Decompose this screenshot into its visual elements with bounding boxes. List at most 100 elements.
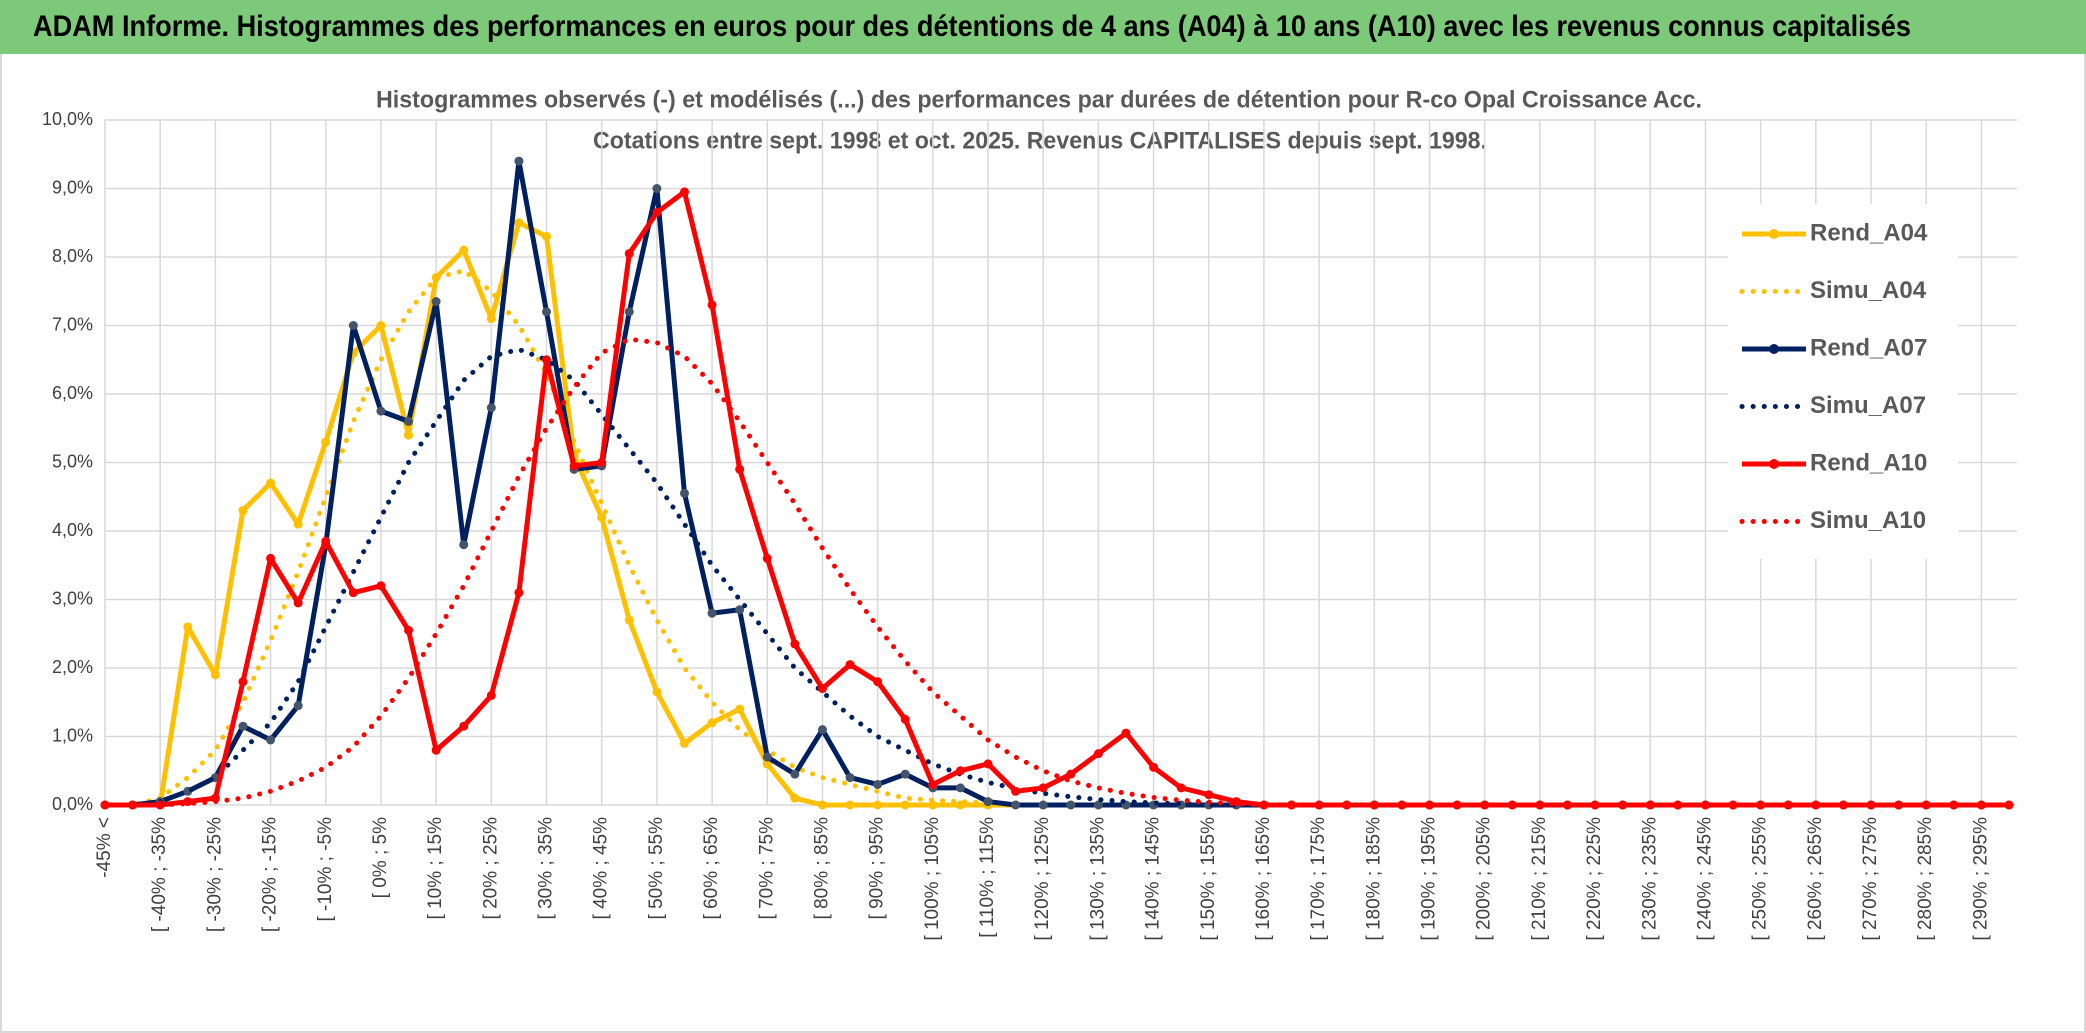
series-marker — [321, 437, 331, 447]
x-tick-label: [ -40% ; -35% — [149, 817, 170, 932]
y-tick-label: 10,0% — [42, 109, 93, 129]
series-marker — [542, 355, 552, 365]
series-marker — [459, 721, 469, 731]
series-marker — [762, 752, 772, 762]
y-tick-label: 0,0% — [52, 794, 93, 814]
series-marker — [624, 249, 634, 259]
series-marker — [266, 735, 276, 745]
series-marker — [790, 769, 800, 779]
y-tick-label: 1,0% — [52, 725, 93, 745]
x-tick-label: [ 240% ; 245% — [1694, 817, 1715, 941]
x-tick-label: [ 40% ; 45% — [591, 817, 612, 920]
x-tick-label: [ 70% ; 75% — [756, 817, 777, 920]
series-marker — [1093, 749, 1103, 759]
series-marker — [983, 759, 993, 769]
series-marker — [238, 505, 248, 515]
y-tick-label: 5,0% — [52, 451, 93, 471]
series-marker — [431, 297, 441, 307]
legend-label: Simu_A07 — [1810, 392, 1926, 419]
series-marker — [1011, 786, 1021, 796]
y-tick-label: 2,0% — [52, 657, 93, 677]
series-marker — [1121, 728, 1131, 738]
series-marker — [1976, 800, 1986, 810]
series-marker — [679, 738, 689, 748]
header-bar — [0, 0, 2086, 54]
series-marker — [845, 773, 855, 783]
series-marker — [293, 519, 303, 529]
x-tick-label: [ 80% ; 85% — [811, 817, 832, 920]
series-marker — [679, 187, 689, 197]
series-marker — [735, 704, 745, 714]
y-tick-label: 6,0% — [52, 383, 93, 403]
series-marker — [955, 766, 965, 776]
x-tick-label: [ 280% ; 285% — [1915, 817, 1936, 941]
x-tick-label: [ 140% ; 145% — [1143, 817, 1164, 941]
legend-label: Simu_A04 — [1810, 277, 1927, 304]
series-marker — [955, 783, 965, 793]
series-marker — [845, 800, 855, 810]
x-tick-label: [ 130% ; 135% — [1087, 817, 1108, 941]
series-marker — [1397, 800, 1407, 810]
x-tick-label: [ -30% ; -25% — [204, 817, 225, 932]
header-title: ADAM Informe. Histogrammes des performan… — [33, 10, 1911, 43]
y-tick-label: 9,0% — [52, 177, 93, 197]
x-tick-label: [ 180% ; 185% — [1363, 817, 1384, 941]
x-tick-label: [ 10% ; 15% — [425, 817, 446, 920]
series-marker — [1011, 800, 1021, 810]
series-marker — [238, 677, 248, 687]
legend-marker — [1769, 229, 1779, 239]
x-tick-label: [ 270% ; 275% — [1860, 817, 1881, 941]
x-tick-label: [ 170% ; 175% — [1308, 817, 1329, 941]
series-marker — [652, 687, 662, 697]
x-tick-label: [ 160% ; 165% — [1253, 817, 1274, 941]
x-tick-label: [ 120% ; 125% — [1032, 817, 1053, 941]
series-marker — [486, 403, 496, 413]
series-marker — [762, 759, 772, 769]
series-marker — [845, 660, 855, 670]
chart-subtitle: Cotations entre sept. 1998 et oct. 2025.… — [593, 127, 1487, 154]
legend-label: Simu_A10 — [1810, 507, 1926, 534]
series-marker — [1038, 800, 1048, 810]
x-tick-label: [ 0% ; 5% — [370, 817, 391, 898]
series-marker — [183, 622, 193, 632]
series-marker — [1921, 800, 1931, 810]
series-marker — [707, 300, 717, 310]
series-marker — [873, 800, 883, 810]
series-line — [102, 346, 2012, 808]
series-marker — [238, 721, 248, 731]
series-marker — [1204, 790, 1214, 800]
series-marker — [679, 488, 689, 498]
series-marker — [817, 725, 827, 735]
series-marker — [1149, 762, 1159, 772]
series-marker — [1756, 800, 1766, 810]
series-marker — [1038, 783, 1048, 793]
series-marker — [348, 321, 358, 330]
x-tick-label: [ 100% ; 105% — [922, 817, 943, 941]
series-marker — [652, 184, 662, 193]
series-marker — [597, 458, 607, 467]
x-tick-label: [ 290% ; 295% — [1970, 817, 1991, 941]
y-tick-label: 7,0% — [52, 314, 93, 334]
series-marker — [1866, 800, 1876, 810]
series-marker — [624, 615, 634, 625]
series-marker — [817, 800, 827, 810]
series-line — [102, 336, 2012, 808]
y-tick-label: 3,0% — [52, 588, 93, 608]
y-tick-label: 4,0% — [52, 520, 93, 540]
series-marker — [1066, 769, 1076, 779]
x-tick-label: [ 210% ; 215% — [1529, 817, 1550, 941]
series-marker — [266, 478, 276, 488]
series-marker — [293, 701, 303, 711]
series-marker — [459, 245, 469, 255]
series-marker — [542, 307, 552, 317]
x-tick-label: [ 260% ; 265% — [1805, 817, 1826, 941]
legend-box — [1728, 204, 1958, 559]
series-marker — [928, 800, 938, 810]
legend-label: Rend_A07 — [1810, 334, 1927, 361]
series-marker — [293, 598, 303, 608]
series-marker — [514, 218, 524, 228]
series-marker — [321, 536, 331, 546]
series-marker — [376, 406, 386, 416]
x-tick-label: [ 230% ; 235% — [1639, 817, 1660, 941]
series-marker — [376, 321, 386, 330]
